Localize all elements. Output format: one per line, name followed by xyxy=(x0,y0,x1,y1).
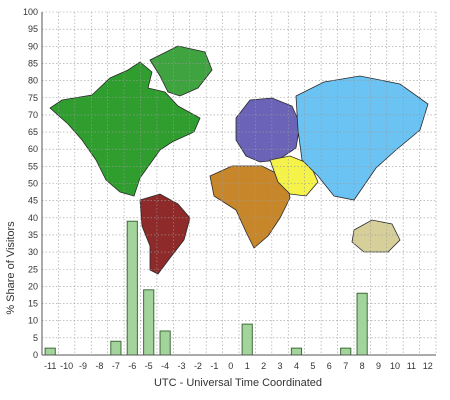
x-tick-label: -7 xyxy=(112,361,120,371)
x-tick-label: 1 xyxy=(245,361,250,371)
y-tick-label: 40 xyxy=(28,213,38,223)
middle-east-shape xyxy=(269,155,319,197)
y-axis-title: % Share of Visitors xyxy=(5,221,17,315)
y-tick-label: 55 xyxy=(28,161,38,171)
x-tick-label: 5 xyxy=(310,361,315,371)
y-tick-label: 25 xyxy=(28,264,38,274)
bar-utc--6 xyxy=(126,220,138,356)
y-tick-label: 35 xyxy=(28,230,38,240)
x-tick-label: 12 xyxy=(423,361,433,371)
europe-shape xyxy=(235,97,301,163)
bar-utc-8 xyxy=(356,292,368,356)
y-tick-label: 10 xyxy=(28,316,38,326)
y-tick-label: 80 xyxy=(28,76,38,86)
x-tick-label: 8 xyxy=(360,361,365,371)
bar-utc-1 xyxy=(241,323,253,356)
y-tick-label: 75 xyxy=(28,93,38,103)
x-tick-label: 7 xyxy=(343,361,348,371)
y-tick-label: 70 xyxy=(28,110,38,120)
y-tick-label: 5 xyxy=(33,333,38,343)
world-map-background xyxy=(49,45,429,275)
y-tick-label: 20 xyxy=(28,281,38,291)
x-tick-label: -1 xyxy=(210,361,218,371)
y-tick-label: 90 xyxy=(28,41,38,51)
x-tick-label: 10 xyxy=(390,361,400,371)
bar-utc--4 xyxy=(159,330,171,356)
x-tick-label: -11 xyxy=(44,361,56,371)
x-tick-label: -10 xyxy=(60,361,73,371)
x-tick-label: -4 xyxy=(161,361,169,371)
x-tick-label: 0 xyxy=(228,361,233,371)
x-tick-label: 9 xyxy=(376,361,381,371)
x-tick-label: -3 xyxy=(178,361,186,371)
x-tick-label: 11 xyxy=(407,361,416,371)
bar-utc-7 xyxy=(340,347,352,356)
bar-utc--5 xyxy=(143,289,155,356)
y-tick-label: 60 xyxy=(28,144,38,154)
x-tick-label: 2 xyxy=(261,361,266,371)
x-tick-label: -5 xyxy=(145,361,153,371)
x-tick-label: -9 xyxy=(79,361,87,371)
y-tick-label: 30 xyxy=(28,247,38,257)
y-tick-label: 65 xyxy=(28,127,38,137)
y-tick-labels: 0 5 10 15 20 25 30 35 40 45 50 55 60 65 70 75 80 85 90 95 10… xyxy=(23,7,38,360)
y-tick-label: 45 xyxy=(28,196,38,206)
gridlines xyxy=(41,11,437,356)
y-tick-label: 85 xyxy=(28,58,38,68)
y-tick-label: 15 xyxy=(28,299,38,309)
y-tick-label: 95 xyxy=(28,24,38,34)
x-tick-label: 4 xyxy=(294,361,299,371)
greenland-shape xyxy=(149,45,213,97)
africa-shape xyxy=(209,165,291,249)
bar-utc--7 xyxy=(110,340,122,356)
y-tick-label: 0 xyxy=(33,350,38,360)
bars xyxy=(44,220,368,356)
x-tick-label: 3 xyxy=(278,361,283,371)
x-tick-label: 6 xyxy=(327,361,332,371)
x-tick-labels: -11 -10 -9 -8 -7 -6 -5 -4 -3 -2 -1 0 1 2 3 4 5 6 7 8 9 10 11 12 xyxy=(44,361,433,371)
bar-utc-4 xyxy=(290,347,303,356)
bar-utc--11 xyxy=(44,347,56,356)
y-tick-label: 50 xyxy=(28,179,38,189)
y-tick-label: 100 xyxy=(23,7,38,17)
x-tick-label: -2 xyxy=(194,361,202,371)
x-tick-label: -8 xyxy=(95,361,103,371)
x-tick-label: -6 xyxy=(128,361,136,371)
x-axis-title: UTC - Universal Time Coordinated xyxy=(154,377,322,389)
